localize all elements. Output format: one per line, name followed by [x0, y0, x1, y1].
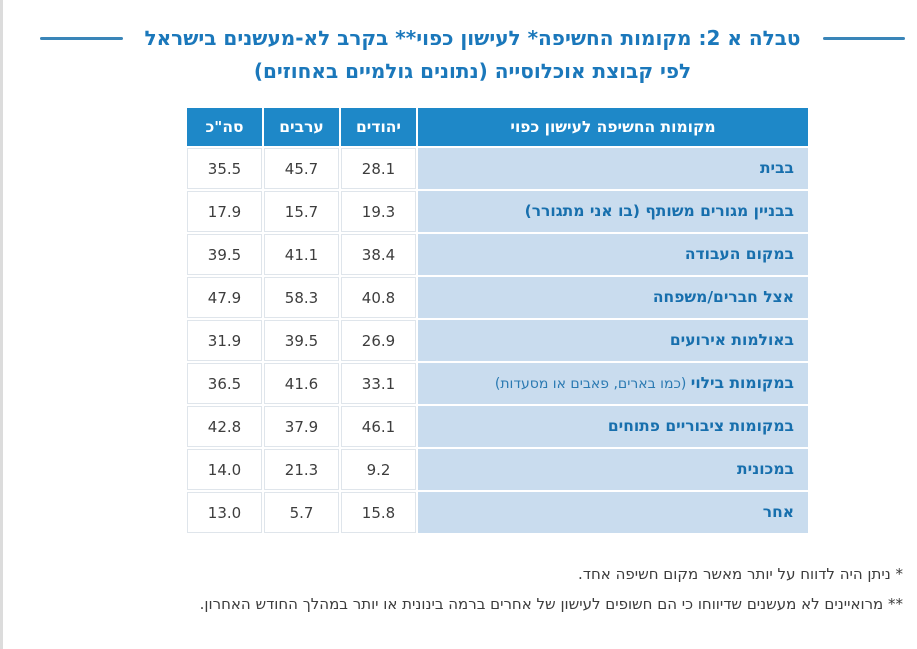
value-cell-jews: 28.1 — [341, 148, 416, 189]
footnote-1: * ניתן היה לדווח על יותר מאשר מקום חשיפה… — [578, 565, 903, 583]
row-label-text: במכונית — [737, 460, 794, 478]
value-cell-jews: 38.4 — [341, 234, 416, 275]
row-label-text: אחר — [762, 503, 794, 521]
row-label-text: במקומות בילוי — [690, 373, 794, 392]
row-label: בבית — [418, 148, 808, 189]
value-cell-jews: 15.8 — [341, 492, 416, 533]
value-cell-jews: 26.9 — [341, 320, 416, 361]
row-label-text: בבניין מגורים משותף (בו אני מתגורר) — [524, 202, 794, 220]
value-cell-jews: 33.1 — [341, 363, 416, 404]
value-cell-arabs: 37.9 — [264, 406, 339, 447]
value-cell-total: 42.8 — [187, 406, 262, 447]
value-cell-arabs: 5.7 — [264, 492, 339, 533]
exposure-table: מקומות החשיפה לעישון כפוי יהודים ערבים ס… — [185, 106, 810, 535]
table-row: בבית 28.1 45.7 35.5 — [187, 148, 808, 189]
page-subtitle: לפי קבוצת אוכלוסייה (נתונים גולמיים באחו… — [253, 59, 692, 83]
title-line1: טבלה א 2: מקומות החשיפה* לעישון כפוי** ב… — [40, 24, 905, 52]
header-exposure-places: מקומות החשיפה לעישון כפוי — [418, 108, 808, 146]
table-body: בבית 28.1 45.7 35.5 בבניין מגורים משותף (בו … — [187, 148, 808, 533]
table-row: אצל חברים/משפחה 40.8 58.3 47.9 — [187, 277, 808, 318]
value-cell-arabs: 41.6 — [264, 363, 339, 404]
row-label-text: במקום העבודה — [684, 245, 794, 263]
row-label: אחר — [418, 492, 808, 533]
title-dash-right — [822, 36, 905, 40]
table-row: במקומות בילוי (כמו בארים, פאבים או מסעדו… — [187, 363, 808, 404]
header-jews: יהודים — [341, 108, 416, 146]
value-cell-arabs: 58.3 — [264, 277, 339, 318]
page-title: טבלה א 2: מקומות החשיפה* לעישון כפוי** ב… — [144, 26, 801, 50]
value-cell-arabs: 39.5 — [264, 320, 339, 361]
footnotes: * ניתן היה לדווח על יותר מאשר מקום חשיפה… — [30, 559, 903, 619]
row-label: בבניין מגורים משותף (בו אני מתגורר) — [418, 191, 808, 232]
row-label-text: באולמות אירועים — [669, 331, 794, 349]
row-label-text: בבית — [759, 159, 794, 177]
value-cell-arabs: 15.7 — [264, 191, 339, 232]
value-cell-jews: 46.1 — [341, 406, 416, 447]
table-title-block: טבלה א 2: מקומות החשיפה* לעישון כפוי** ב… — [40, 0, 905, 85]
page-edge-line — [0, 0, 3, 649]
value-cell-total: 14.0 — [187, 449, 262, 490]
value-cell-total: 36.5 — [187, 363, 262, 404]
row-label: במקומות ציבוריים פתוחים — [418, 406, 808, 447]
value-cell-total: 31.9 — [187, 320, 262, 361]
table-row: במקום העבודה 38.4 41.1 39.5 — [187, 234, 808, 275]
footnote-2: ** מרואיינים לא מעשנים שדיווחו כי הם חשו… — [199, 595, 903, 613]
row-label-text: אצל חברים/משפחה — [652, 288, 794, 306]
row-label-text: במקומות ציבוריים פתוחים — [607, 417, 794, 435]
value-cell-jews: 40.8 — [341, 277, 416, 318]
header-arabs: ערבים — [264, 108, 339, 146]
value-cell-total: 39.5 — [187, 234, 262, 275]
value-cell-jews: 19.3 — [341, 191, 416, 232]
table-row: באולמות אירועים 26.9 39.5 31.9 — [187, 320, 808, 361]
row-label: במקומות בילוי (כמו בארים, פאבים או מסעדו… — [418, 363, 808, 404]
row-label: במקום העבודה — [418, 234, 808, 275]
table-row: בבניין מגורים משותף (בו אני מתגורר) 19.3 1… — [187, 191, 808, 232]
table-row: במכונית 9.2 21.3 14.0 — [187, 449, 808, 490]
value-cell-total: 47.9 — [187, 277, 262, 318]
table-header: מקומות החשיפה לעישון כפוי יהודים ערבים ס… — [187, 108, 808, 146]
row-label: אצל חברים/משפחה — [418, 277, 808, 318]
value-cell-total: 35.5 — [187, 148, 262, 189]
value-cell-arabs: 21.3 — [264, 449, 339, 490]
value-cell-arabs: 45.7 — [264, 148, 339, 189]
table-row: במקומות ציבוריים פתוחים 46.1 37.9 42.8 — [187, 406, 808, 447]
row-label: באולמות אירועים — [418, 320, 808, 361]
row-label: במכונית — [418, 449, 808, 490]
title-dash-left — [40, 36, 123, 40]
value-cell-jews: 9.2 — [341, 449, 416, 490]
value-cell-total: 17.9 — [187, 191, 262, 232]
value-cell-total: 13.0 — [187, 492, 262, 533]
value-cell-arabs: 41.1 — [264, 234, 339, 275]
row-label-note: (כמו בארים, פאבים או מסעדות) — [494, 375, 691, 392]
header-total: סה"כ — [187, 108, 262, 146]
table-row: אחר 15.8 5.7 13.0 — [187, 492, 808, 533]
